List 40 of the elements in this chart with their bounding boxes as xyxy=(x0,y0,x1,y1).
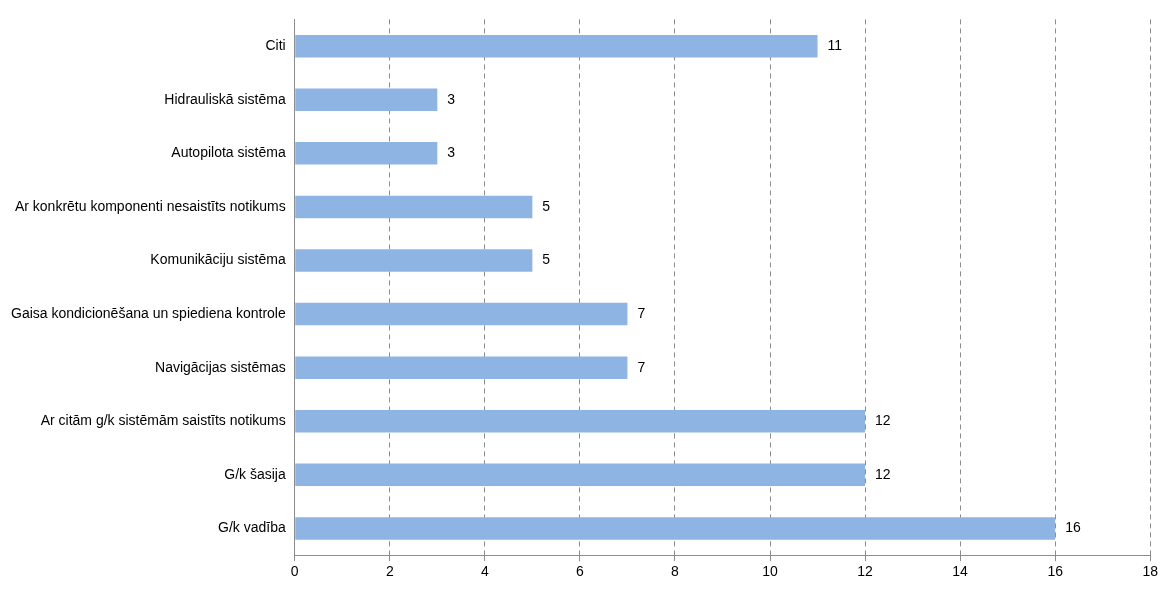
x-tick-label: 0 xyxy=(290,563,299,580)
x-tick-label: 18 xyxy=(1142,563,1159,580)
data-label: 11 xyxy=(827,37,843,54)
data-label: 3 xyxy=(447,90,456,107)
y-tick-label: Autopilota sistēma xyxy=(171,144,286,161)
y-tick-label: Navigācijas sistēmas xyxy=(155,358,286,375)
bar xyxy=(295,302,628,326)
bar xyxy=(295,195,533,219)
bar xyxy=(295,34,818,58)
data-label: 7 xyxy=(637,358,646,375)
data-label: 5 xyxy=(542,251,551,268)
x-tick-label: 6 xyxy=(576,563,584,580)
y-tick-label: Gaisa kondicionēšana un spiediena kontrole xyxy=(10,304,286,321)
data-label: 16 xyxy=(1065,519,1081,536)
bar xyxy=(295,410,866,433)
y-tick-label: Komunikāciju sistēma xyxy=(150,251,286,268)
y-tick-label: Ar citām g/k sistēmām saistīts notikums xyxy=(40,412,286,429)
data-label: 12 xyxy=(875,412,891,429)
bar xyxy=(295,356,628,379)
y-tick-label: G/k šasija xyxy=(224,465,286,482)
x-tick-label: 16 xyxy=(1047,563,1064,580)
data-label: 5 xyxy=(542,197,551,214)
y-tick-label: G/k vadība xyxy=(218,519,286,536)
x-tick-label: 12 xyxy=(857,563,874,580)
y-tick-label: Hidrauliskā sistēma xyxy=(164,90,286,107)
data-label: 12 xyxy=(875,465,891,482)
bar xyxy=(295,463,866,487)
x-tick-label: 4 xyxy=(480,563,489,580)
bar xyxy=(295,249,533,272)
x-tick-label: 10 xyxy=(762,563,778,580)
x-tick-label: 2 xyxy=(385,563,394,580)
x-tick-label: 14 xyxy=(952,563,969,580)
y-tick-label: Ar konkrētu komponenti nesaistīts notikums xyxy=(14,197,286,214)
data-label: 3 xyxy=(447,144,456,161)
bar xyxy=(295,88,438,112)
bar xyxy=(295,517,1056,540)
y-tick-label: Citi xyxy=(265,37,286,54)
data-label: 7 xyxy=(637,304,646,321)
bar xyxy=(295,142,438,165)
x-tick-label: 8 xyxy=(671,563,680,580)
